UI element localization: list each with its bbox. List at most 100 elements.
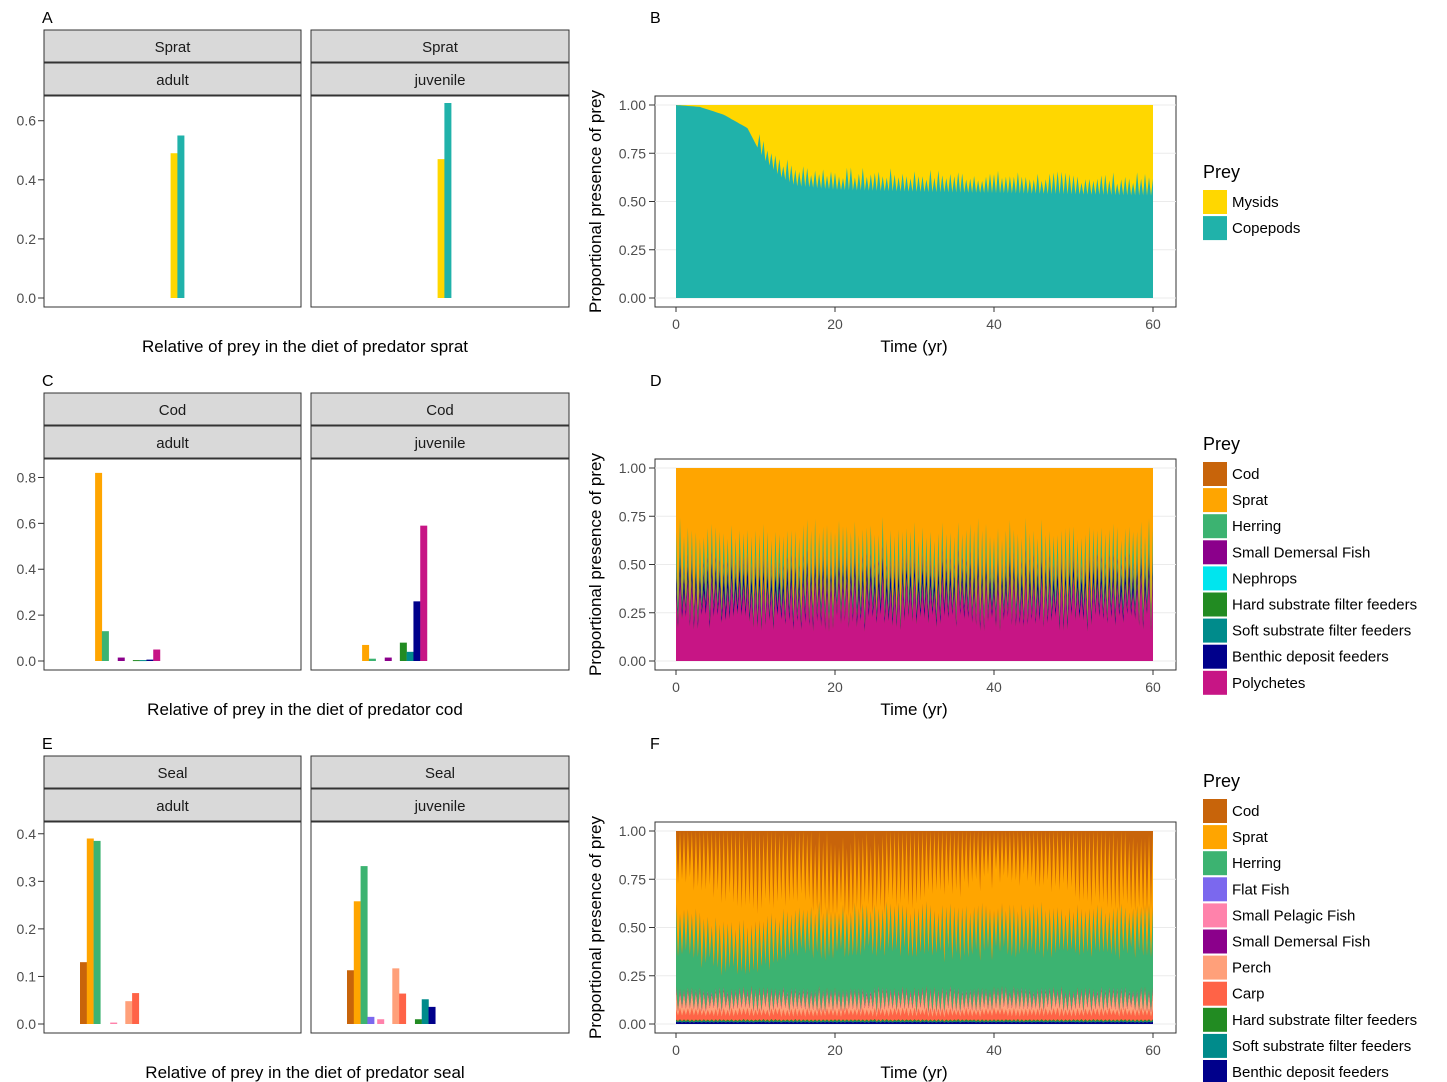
legend-key bbox=[1203, 1033, 1227, 1058]
panel-D: D 0.00 0.25 0.50 0.75 1.00 0 20 40 60 Time (yr) Pro… bbox=[586, 373, 1417, 719]
panel-E: E 0.0 0.1 0.2 0.3 0.4 Seal adult Seal juvenile Rel… bbox=[17, 736, 570, 1082]
bar-cod bbox=[80, 962, 87, 1024]
bar-soft-substrate-filter-feeders bbox=[421, 999, 429, 1024]
bar-herring bbox=[93, 840, 101, 1024]
panel-letter: F bbox=[650, 736, 660, 753]
y-tick-label: 0.6 bbox=[17, 515, 37, 531]
legend-key bbox=[1203, 929, 1227, 954]
x-tick-label: 60 bbox=[1145, 1042, 1161, 1058]
legend-label: Small Demersal Fish bbox=[1232, 544, 1370, 561]
x-axis-title: Time (yr) bbox=[880, 1063, 947, 1082]
facet-panel bbox=[43, 458, 302, 671]
y-tick-label: 0.50 bbox=[619, 557, 646, 573]
bar-sprat bbox=[95, 472, 103, 661]
x-tick-label: 0 bbox=[672, 316, 680, 332]
strip-bottom-label: adult bbox=[156, 435, 189, 452]
x-tick-label: 60 bbox=[1145, 316, 1161, 332]
bar-sprat bbox=[353, 901, 361, 1024]
legend-title: Prey bbox=[1203, 771, 1240, 791]
legend-key bbox=[1203, 1060, 1227, 1082]
x-tick-label: 20 bbox=[827, 1042, 843, 1058]
x-tick-label: 0 bbox=[672, 679, 680, 695]
bar-polychetes bbox=[420, 525, 428, 661]
strip-top bbox=[43, 29, 302, 63]
strip-top-label: Seal bbox=[425, 765, 455, 782]
panel-letter: A bbox=[42, 10, 53, 27]
area-sprat bbox=[676, 831, 1153, 976]
legend-label: Polychetes bbox=[1232, 675, 1305, 692]
legend-label: Carp bbox=[1232, 986, 1265, 1003]
legend-label: Sprat bbox=[1232, 829, 1269, 846]
stacked-areas bbox=[676, 468, 1153, 661]
stacked-areas bbox=[676, 105, 1153, 298]
y-tick-label: 0.6 bbox=[17, 113, 37, 129]
bar-copepods bbox=[177, 135, 185, 298]
legend-label: Sprat bbox=[1232, 492, 1269, 509]
legend-title: Prey bbox=[1203, 434, 1240, 454]
bar-small-demersal-fish bbox=[117, 657, 125, 661]
area-benthic-deposit-feeders bbox=[676, 555, 1153, 632]
y-tick-label: 0.50 bbox=[619, 194, 646, 210]
area-benthic-deposit-feeders bbox=[676, 1021, 1153, 1024]
x-axis-title: Relative of prey in the diet of predator… bbox=[147, 700, 463, 719]
y-tick-label: 0.50 bbox=[619, 920, 646, 936]
y-tick-label: 1.00 bbox=[619, 97, 646, 113]
x-tick-label: 20 bbox=[827, 679, 843, 695]
facet-adult: Seal adult bbox=[43, 755, 302, 1034]
legend-key bbox=[1203, 1007, 1227, 1032]
facet-juvenile: Seal juvenile bbox=[310, 755, 570, 1034]
legend-key bbox=[1203, 877, 1227, 902]
legend-key bbox=[1203, 670, 1227, 695]
legend-label: Soft substrate filter feeders bbox=[1232, 623, 1411, 640]
legend-label: Hard substrate filter feeders bbox=[1232, 597, 1417, 614]
y-tick-label: 0.75 bbox=[619, 145, 646, 161]
legend-label: Hard substrate filter feeders bbox=[1232, 1012, 1417, 1029]
legend-key bbox=[1203, 488, 1227, 513]
strip-top bbox=[310, 29, 570, 63]
y-tick-label: 0.00 bbox=[619, 290, 646, 306]
area-carp bbox=[676, 1007, 1153, 1022]
legend-key bbox=[1203, 955, 1227, 980]
legend-key bbox=[1203, 190, 1227, 214]
facet-juvenile: Sprat juvenile bbox=[310, 29, 570, 308]
strip-bottom bbox=[43, 425, 302, 459]
strip-bottom-label: adult bbox=[156, 72, 189, 89]
legend-label: Perch bbox=[1232, 960, 1271, 977]
bar-perch bbox=[125, 1001, 133, 1024]
strip-top bbox=[310, 392, 570, 426]
legend-key bbox=[1203, 851, 1227, 876]
y-tick-label: 0.75 bbox=[619, 871, 646, 887]
panel-letter: D bbox=[650, 373, 662, 390]
legend-label: Benthic deposit feeders bbox=[1232, 1064, 1389, 1081]
area-herring bbox=[676, 517, 1153, 622]
y-tick-label: 1.00 bbox=[619, 460, 646, 476]
panel-letter: B bbox=[650, 10, 661, 27]
area-soft-substrate-filter-feeders bbox=[676, 1020, 1153, 1023]
legend-key bbox=[1203, 592, 1227, 617]
legend-label: Nephrops bbox=[1232, 570, 1297, 587]
bar-sprat bbox=[86, 838, 94, 1024]
y-tick-label: 0.4 bbox=[17, 826, 37, 842]
legend-key bbox=[1203, 618, 1227, 643]
area-perch bbox=[676, 989, 1153, 1018]
y-tick-label: 0.00 bbox=[619, 653, 646, 669]
strip-bottom bbox=[310, 62, 570, 96]
x-tick-label: 0 bbox=[672, 1042, 680, 1058]
legend-label: Small Demersal Fish bbox=[1232, 934, 1370, 951]
legend-label: Small Pelagic Fish bbox=[1232, 907, 1355, 924]
bar-polychetes bbox=[153, 649, 161, 661]
y-tick-label: 0.25 bbox=[619, 242, 646, 258]
strip-top-label: Seal bbox=[157, 765, 187, 782]
legend-key bbox=[1203, 540, 1227, 565]
area-herring bbox=[676, 900, 1153, 1012]
panel-B: B 0.00 0.25 0.50 0.75 1.00 0 20 40 60 Time (yr) Pro… bbox=[586, 10, 1300, 356]
legend-key bbox=[1203, 799, 1227, 823]
strip-bottom bbox=[43, 788, 302, 822]
legend-label: Mysids bbox=[1232, 194, 1279, 211]
panel-F: F 0.00 0.25 0.50 0.75 1.00 0 20 40 60 Time (yr) Pro… bbox=[586, 736, 1417, 1082]
legend-label: Soft substrate filter feeders bbox=[1232, 1038, 1411, 1055]
legend-key bbox=[1203, 644, 1227, 669]
y-tick-label: 0.0 bbox=[17, 1016, 37, 1032]
legend: Prey Cod Sprat Herring Flat Fish Small Pelagi… bbox=[1203, 771, 1417, 1082]
